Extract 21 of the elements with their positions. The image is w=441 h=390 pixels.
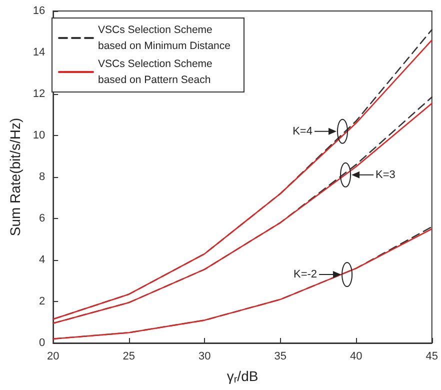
y-tick-label: 0 [39, 337, 46, 349]
x-tick-label: 25 [122, 350, 136, 362]
y-tick-label: 2 [39, 296, 46, 308]
y-tick-label: 10 [32, 130, 46, 142]
x-tick-label: 20 [47, 350, 60, 362]
y-axis-title: Sum Rate(bit/s/Hz) [7, 118, 23, 236]
y-tick-label: 16 [32, 5, 46, 17]
y-tick-label: 14 [32, 46, 46, 58]
annotation: K=4 [292, 125, 312, 138]
y-tick-label: 4 [39, 254, 46, 266]
x-tick-label: 40 [350, 350, 362, 362]
y-tick-label: 8 [39, 171, 46, 183]
x-tick-label: 30 [198, 350, 211, 362]
y-tick-label: 12 [32, 88, 46, 100]
x-tick-label: 45 [426, 350, 438, 362]
annotation: K=-2 [293, 268, 318, 281]
legend-label: VSCs Selection Scheme based on Minimum Distance [98, 24, 231, 52]
x-tick-label: 35 [274, 350, 287, 362]
y-tick-label: 6 [39, 212, 46, 224]
annotation: K=3 [376, 168, 396, 181]
legend-label: VSCs Selection Scheme based on Pattern Seach [98, 58, 216, 86]
